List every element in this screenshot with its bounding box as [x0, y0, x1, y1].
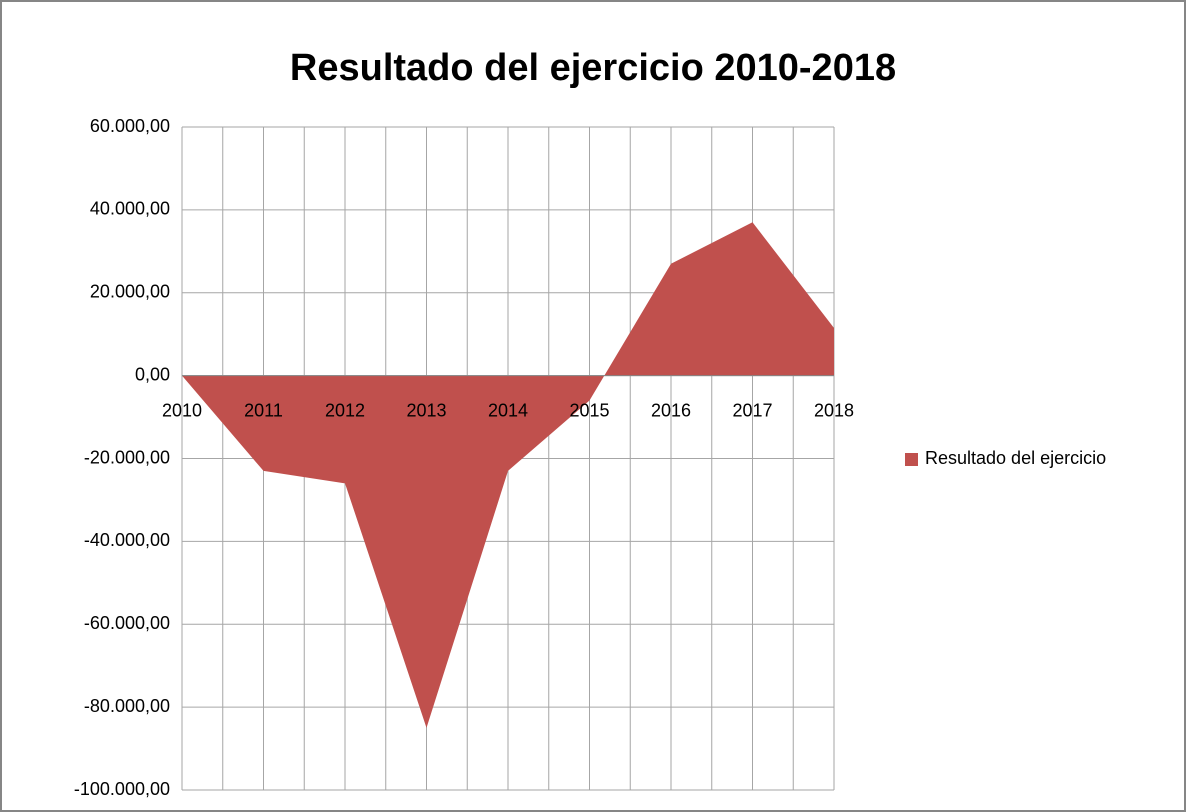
x-tick-label: 2011 — [244, 400, 283, 420]
plot — [182, 222, 834, 728]
x-tick-label: 2010 — [162, 400, 202, 420]
y-tick-label: 20.000,00 — [90, 282, 170, 302]
x-tick-label: 2015 — [569, 400, 609, 420]
x-tick-label: 2016 — [651, 400, 691, 420]
y-tick-label: -20.000,00 — [84, 447, 170, 467]
x-tick-label: 2014 — [488, 400, 528, 420]
y-tick-label: -40.000,00 — [84, 530, 170, 550]
area — [182, 222, 834, 728]
y-tick-label: 0,00 — [135, 364, 170, 384]
y-tick-label: -60.000,00 — [84, 613, 170, 633]
y-tick-label: 40.000,00 — [90, 199, 170, 219]
x-tick-label: 2013 — [406, 400, 446, 420]
y-tick-label: 60.000,00 — [90, 116, 170, 136]
x-tick-label: 2018 — [814, 400, 854, 420]
y-tick-label: -100.000,00 — [74, 779, 170, 799]
legend-label: Resultado del ejercicio — [925, 448, 1106, 468]
labels: -100.000,00 -80.000,00 -60.000,00 -40.000,0… — [74, 116, 1106, 799]
chart-title: Resultado del ejercicio 2010-2018 — [290, 47, 896, 89]
y-tick-label: -80.000,00 — [84, 696, 170, 716]
x-tick-label: 2017 — [732, 400, 772, 420]
x-tick-label: 2012 — [325, 400, 365, 420]
legend-swatch — [905, 453, 918, 466]
